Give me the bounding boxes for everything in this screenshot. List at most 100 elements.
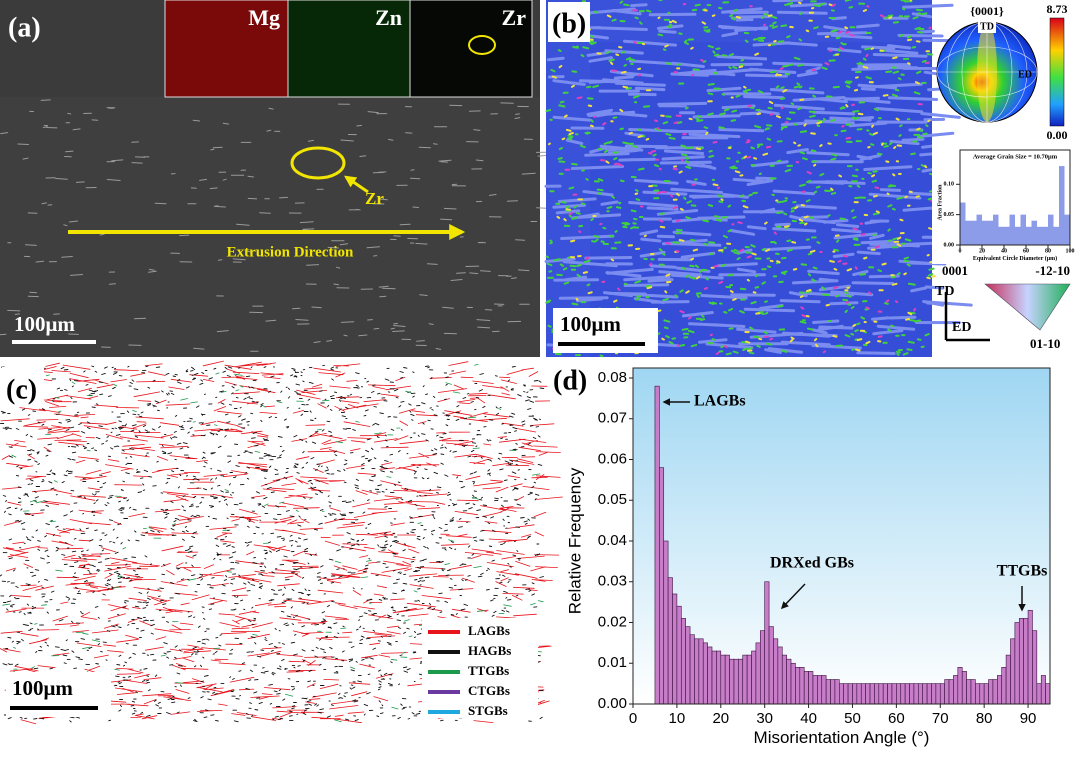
bar (1027, 609, 1033, 705)
x-tick-label: 90 (1020, 710, 1037, 727)
bar (1032, 630, 1038, 705)
bar (659, 467, 665, 705)
direction-label: Extrusion Direction (227, 244, 354, 260)
x-tick-label: 10 (669, 710, 686, 727)
bar (720, 654, 726, 705)
bar (957, 667, 963, 705)
bar (1059, 166, 1065, 245)
bar (961, 671, 967, 705)
bar (918, 683, 924, 705)
y-axis-label: Relative Frequency (565, 467, 584, 614)
bar (1023, 618, 1029, 705)
bar (839, 683, 844, 705)
bar (799, 667, 805, 705)
bar (751, 650, 757, 705)
annotation: LAGBs (694, 393, 746, 410)
bar (1026, 226, 1032, 245)
bar (742, 654, 748, 705)
bar (966, 679, 972, 705)
bar (869, 683, 875, 705)
annotation: DRXed GBs (770, 555, 854, 572)
bar (988, 679, 994, 705)
x-tick-label: 20 (979, 248, 985, 254)
bar (698, 638, 704, 705)
bar (976, 214, 982, 245)
y-tick-label: 0.04 (598, 532, 627, 549)
bar (680, 618, 686, 705)
y-tick-label: 0.05 (598, 491, 627, 508)
bar (738, 658, 744, 705)
bar (891, 683, 897, 705)
bar (997, 675, 1003, 705)
x-tick-label: 0 (959, 248, 962, 254)
x-tick-label: 100 (1066, 248, 1075, 254)
bar (834, 679, 840, 705)
bar (702, 642, 708, 705)
y-tick-label: 0.10 (944, 182, 955, 188)
scale-label: 100μm (12, 676, 73, 700)
texture-stroke (2, 363, 544, 723)
bar (781, 654, 787, 705)
bar (724, 654, 730, 705)
x-tick-label: 20 (712, 710, 729, 727)
map-label: Mg (248, 5, 280, 30)
bar (900, 683, 906, 705)
bar (759, 630, 765, 705)
legend-box (422, 618, 538, 718)
bar (878, 683, 884, 705)
map-label: Zn (375, 5, 402, 30)
highlight (468, 35, 496, 55)
x-axis-label: Equivalent Circle Diameter (μm) (973, 255, 1057, 262)
scale-label: 100μm (560, 312, 621, 336)
bar (663, 540, 669, 705)
bar (992, 679, 998, 705)
bar (685, 626, 691, 705)
bar (965, 220, 971, 245)
bar (729, 658, 735, 705)
bar (803, 671, 809, 705)
y-tick-label: 0.02 (598, 613, 627, 630)
bar (786, 658, 792, 705)
bar (808, 671, 814, 705)
pole-td: TD (980, 21, 994, 32)
bar (970, 679, 976, 705)
plot-frame (632, 367, 1051, 705)
bar (982, 220, 988, 245)
bar (948, 679, 954, 705)
bar (817, 675, 823, 705)
texture-stroke (552, 2, 935, 355)
ipf-corner: 0001 (942, 263, 968, 278)
bar (939, 683, 945, 705)
bar (1040, 675, 1046, 705)
panel-label: (c) (6, 374, 37, 405)
bar (909, 683, 915, 705)
bar (987, 220, 993, 245)
y-tick-label: 0.00 (598, 695, 627, 712)
ipf-triangle (984, 283, 1071, 331)
annotation-arrow (780, 583, 806, 610)
axis-td: TD (935, 284, 954, 299)
bar (676, 605, 682, 705)
bar (764, 581, 770, 705)
bar (1045, 683, 1051, 705)
x-tick-label: 80 (1045, 248, 1051, 254)
y-tick-label: 0.00 (944, 242, 955, 248)
bar (931, 683, 937, 705)
axes-glyph (944, 292, 990, 342)
bar (672, 593, 678, 705)
bar (746, 654, 752, 705)
bar (935, 683, 941, 705)
bar (733, 658, 739, 705)
bar (1010, 638, 1016, 705)
y-tick-label: 0.03 (598, 573, 627, 590)
bar (825, 679, 831, 705)
y-tick-label: 0.01 (598, 654, 627, 671)
bar (830, 679, 836, 705)
bar (913, 683, 919, 705)
ipf-corner: 01-10 (1030, 336, 1060, 351)
label-box (978, 20, 996, 33)
y-tick-label: 0.08 (598, 369, 627, 386)
legend-label: CTGBs (468, 683, 510, 698)
plot-frame (959, 149, 1071, 246)
